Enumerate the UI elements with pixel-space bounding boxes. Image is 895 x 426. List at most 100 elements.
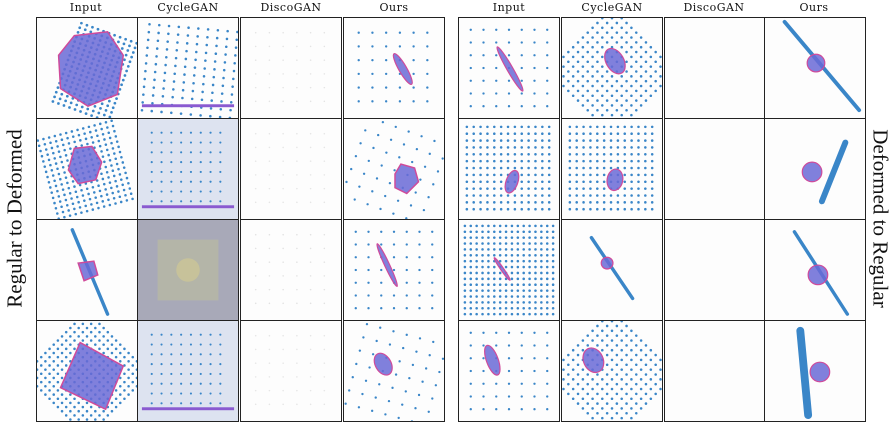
sample-dot xyxy=(76,31,80,34)
cell-background xyxy=(138,321,238,421)
sample-dot xyxy=(493,312,496,316)
sample-dot xyxy=(625,344,628,347)
sample-dot xyxy=(189,151,193,154)
sample-dot xyxy=(125,176,129,180)
cell-plot xyxy=(344,119,444,219)
sample-dot xyxy=(213,68,216,71)
sample-dot xyxy=(73,414,76,417)
sample-dot xyxy=(601,18,604,20)
cell-right-row4-input xyxy=(458,320,560,422)
sample-dot xyxy=(644,402,648,405)
sample-dot xyxy=(625,402,628,405)
sample-dot xyxy=(546,79,549,82)
sample-dot xyxy=(571,84,575,88)
sample-dot xyxy=(219,363,222,366)
sample-dot xyxy=(498,236,502,239)
sample-dot xyxy=(506,132,510,135)
sample-dot xyxy=(507,408,511,411)
sample-dot xyxy=(469,248,473,251)
sample-dot xyxy=(605,353,609,357)
sample-dot xyxy=(64,397,68,401)
sample-dot xyxy=(534,283,537,286)
sample-dot xyxy=(126,49,130,52)
sample-dot xyxy=(91,141,95,144)
sample-dot xyxy=(57,150,61,153)
cell-plot xyxy=(344,220,444,320)
faint-dot xyxy=(254,45,257,48)
sample-dot xyxy=(405,333,408,337)
sample-dot xyxy=(64,405,68,409)
sample-dot xyxy=(469,92,472,95)
sample-dot xyxy=(184,57,188,61)
faint-dot xyxy=(282,132,284,135)
sample-dot xyxy=(209,107,213,110)
sample-dot xyxy=(545,224,549,228)
faint-dot xyxy=(268,174,271,176)
sample-dot xyxy=(73,108,77,111)
sample-dot xyxy=(469,295,473,298)
sample-dot xyxy=(180,353,183,356)
ellipse-shape xyxy=(392,52,413,85)
sample-dot xyxy=(596,382,599,386)
sample-dot xyxy=(475,265,478,269)
sample-dot xyxy=(160,170,163,174)
sample-dot xyxy=(463,283,467,286)
sample-dot xyxy=(630,397,633,401)
sample-dot xyxy=(37,368,39,371)
sample-dot xyxy=(56,347,60,351)
ellipse-shape xyxy=(373,352,393,376)
sample-dot xyxy=(102,205,106,208)
sample-dot xyxy=(602,132,606,135)
sample-dot xyxy=(644,344,648,347)
sample-dot xyxy=(426,72,429,76)
sample-dot xyxy=(469,236,473,239)
sample-dot xyxy=(516,277,520,281)
sample-dot xyxy=(102,409,105,413)
sample-dot xyxy=(60,138,64,141)
sample-dot xyxy=(215,44,218,48)
sample-dot xyxy=(160,190,163,193)
sample-dot xyxy=(197,27,200,30)
sample-dot xyxy=(160,372,163,376)
sample-dot xyxy=(634,60,638,64)
sample-dot xyxy=(616,146,620,149)
sample-dot xyxy=(219,333,222,336)
sample-dot xyxy=(534,125,537,129)
sample-dot xyxy=(135,376,137,380)
sample-dot xyxy=(616,132,620,135)
sample-dot xyxy=(465,146,469,149)
sample-dot xyxy=(354,268,357,272)
sample-dot xyxy=(150,161,153,164)
sample-dot xyxy=(596,31,599,34)
sample-dot xyxy=(120,155,123,159)
cell-canvas xyxy=(459,220,559,320)
sample-dot xyxy=(605,109,609,112)
sample-dot xyxy=(527,166,530,170)
sample-dot xyxy=(596,153,599,156)
sample-dot xyxy=(571,75,575,78)
sample-dot xyxy=(50,191,54,194)
sample-dot xyxy=(479,166,482,170)
sample-dot xyxy=(60,409,64,413)
sample-dot xyxy=(127,182,130,185)
sample-dot xyxy=(206,28,210,31)
sample-dot xyxy=(589,173,592,177)
sample-dot xyxy=(571,378,575,381)
sample-dot xyxy=(73,140,76,144)
faint-dot xyxy=(254,348,257,351)
sample-dot xyxy=(475,259,478,263)
cell-canvas xyxy=(344,119,444,219)
sample-dot xyxy=(639,407,643,410)
sample-dot xyxy=(150,170,153,174)
sample-dot xyxy=(649,65,653,68)
sample-dot xyxy=(581,348,585,352)
sample-dot xyxy=(630,55,633,59)
sample-dot xyxy=(605,392,609,396)
sample-dot xyxy=(581,65,585,68)
sample-dot xyxy=(528,248,531,251)
sample-dot xyxy=(575,207,578,211)
sample-dot xyxy=(52,384,55,388)
sample-dot xyxy=(601,397,604,401)
sample-dot xyxy=(222,68,226,72)
sample-dot xyxy=(118,87,122,91)
